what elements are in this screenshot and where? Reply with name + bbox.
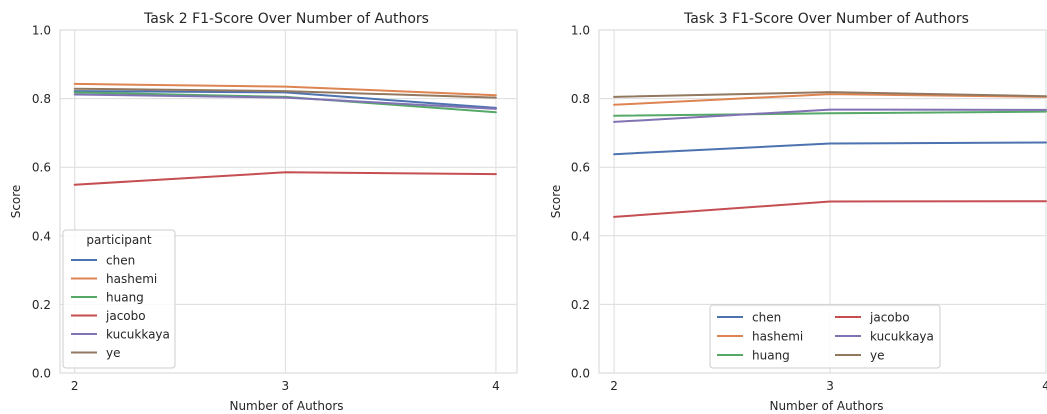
legend-label-huang: huang xyxy=(752,349,790,363)
legend-label-chen: chen xyxy=(106,254,135,268)
x-tick-label: 2 xyxy=(610,379,618,393)
x-tick-label: 3 xyxy=(282,379,290,393)
legend-label-ye: ye xyxy=(106,346,120,360)
x-axis-label: Number of Authors xyxy=(769,399,883,413)
y-tick-label: 0.2 xyxy=(571,298,590,312)
y-tick-label: 1.0 xyxy=(571,24,590,38)
legend-label-huang: huang xyxy=(106,291,144,305)
y-axis-label: Score xyxy=(549,185,563,219)
chart-title: Task 3 F1-Score Over Number of Authors xyxy=(683,11,969,27)
chart-task2: Task 2 F1-Score Over Number of Authors 0… xyxy=(9,11,517,413)
legend-label-hashemi: hashemi xyxy=(106,272,157,286)
chart-task3: Task 3 F1-Score Over Number of Authors 0… xyxy=(549,11,1047,413)
legend-label-kucukkaya: kucukkaya xyxy=(106,328,170,342)
legend-label-ye: ye xyxy=(870,349,884,363)
x-tick-label: 3 xyxy=(826,379,834,393)
y-tick-label: 0.6 xyxy=(32,161,51,175)
y-tick-label: 0.0 xyxy=(571,367,590,381)
legend-label-kucukkaya: kucukkaya xyxy=(870,330,934,344)
y-axis-label: Score xyxy=(9,185,23,219)
y-tick-label: 0.4 xyxy=(571,229,590,243)
legend-title: participant xyxy=(86,233,151,247)
y-tick-label: 0.2 xyxy=(32,298,51,312)
x-ticks: 2 3 4 xyxy=(71,379,500,393)
y-ticks: 0.0 0.2 0.4 0.6 0.8 1.0 xyxy=(32,24,51,381)
chart-title: Task 2 F1-Score Over Number of Authors xyxy=(143,11,429,27)
legend: participant chen hashemi huang jacobo kucukk… xyxy=(63,230,175,368)
y-ticks: 0.0 0.2 0.4 0.6 0.8 1.0 xyxy=(571,24,590,381)
legend-label-hashemi: hashemi xyxy=(752,330,803,344)
x-ticks: 2 3 4 xyxy=(610,379,1047,393)
x-axis-label: Number of Authors xyxy=(229,399,343,413)
y-tick-label: 1.0 xyxy=(32,24,51,38)
x-tick-label: 2 xyxy=(71,379,79,393)
y-tick-label: 0.4 xyxy=(32,229,51,243)
y-tick-label: 0.8 xyxy=(32,92,51,106)
x-tick-label: 4 xyxy=(492,379,500,393)
y-tick-label: 0.0 xyxy=(32,367,51,381)
legend-label-chen: chen xyxy=(752,311,781,325)
y-tick-label: 0.8 xyxy=(571,92,590,106)
legend: chen hashemi huang jacobo kucukkaya ye xyxy=(710,305,940,368)
legend-label-jacobo: jacobo xyxy=(105,309,146,323)
x-tick-label: 4 xyxy=(1042,379,1047,393)
legend-label-jacobo: jacobo xyxy=(869,311,910,325)
y-tick-label: 0.6 xyxy=(571,161,590,175)
